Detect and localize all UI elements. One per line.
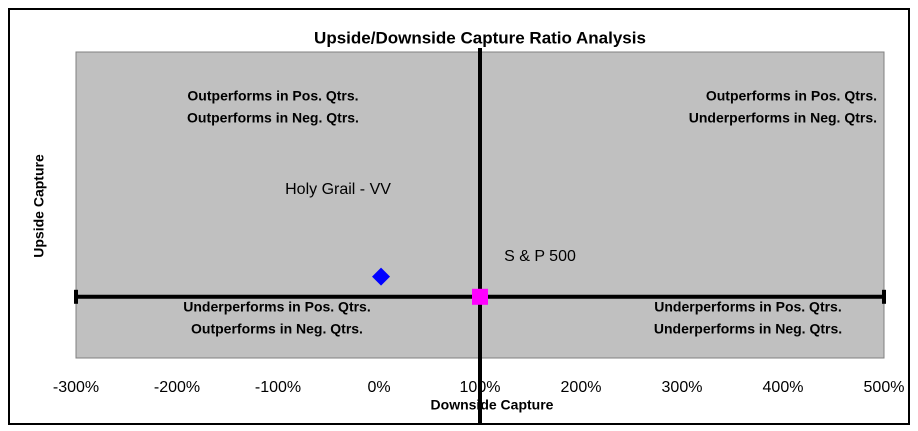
y-axis-label: Upside Capture [31, 154, 47, 258]
data-point [372, 267, 391, 286]
point-label: Holy Grail - VV [285, 181, 391, 198]
x-tick-label: -300% [53, 379, 99, 396]
x-tick-label: 100% [460, 379, 501, 396]
quadrant-label: Outperforms in Pos. Qtrs. [706, 88, 877, 104]
data-point [472, 288, 488, 305]
quadrant-label: Underperforms in Neg. Qtrs. [689, 110, 877, 126]
x-tick-label: 500% [864, 379, 905, 396]
chart-title: Upside/Downside Capture Ratio Analysis [314, 28, 646, 47]
quadrant-label: Outperforms in Neg. Qtrs. [191, 321, 363, 337]
quadrant-label: Outperforms in Pos. Qtrs. [187, 88, 358, 104]
point-label: S & P 500 [504, 248, 576, 265]
x-tick-label: 0% [367, 379, 390, 396]
x-tick-label: 400% [763, 379, 804, 396]
quadrant-label: Underperforms in Pos. Qtrs. [654, 299, 841, 315]
x-tick-label: -100% [255, 379, 301, 396]
x-tick-label: 300% [662, 379, 703, 396]
x-tick-label: -200% [154, 379, 200, 396]
x-tick-label: 200% [561, 379, 602, 396]
quadrant-label: Underperforms in Neg. Qtrs. [654, 321, 842, 337]
quadrant-label: Underperforms in Pos. Qtrs. [183, 299, 370, 315]
x-axis-label: Downside Capture [431, 397, 554, 413]
quadrant-label: Outperforms in Neg. Qtrs. [187, 110, 359, 126]
